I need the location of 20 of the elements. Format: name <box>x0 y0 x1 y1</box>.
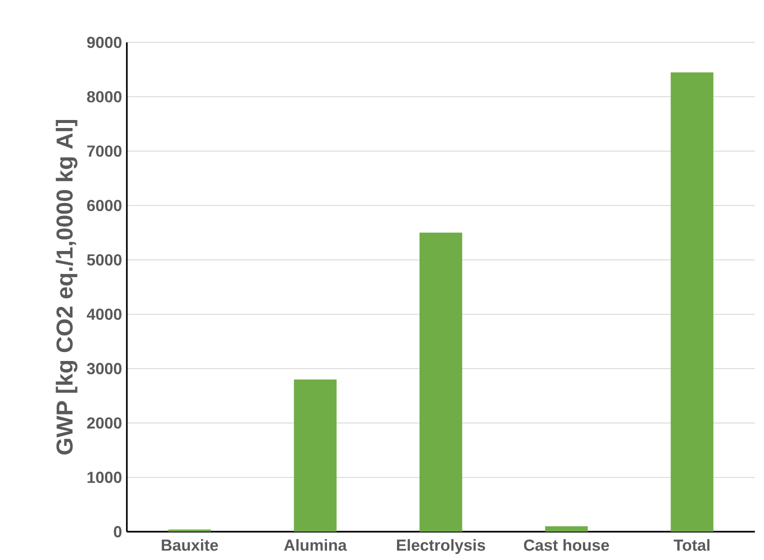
y-tick-label: 7000 <box>87 145 122 157</box>
x-tick-label: Electrolysis <box>397 539 486 554</box>
bar <box>545 526 588 532</box>
y-tick-label: 9000 <box>87 36 122 48</box>
y-tick-label: 6000 <box>87 200 122 212</box>
y-tick-label: 5000 <box>87 254 122 266</box>
y-axis-title: GWP [kg CO2 eq./1,0000 kg Al] <box>56 120 78 454</box>
x-tick-label: Total <box>674 539 710 551</box>
y-tick-label: 2000 <box>87 417 122 429</box>
y-tick-label: 3000 <box>86 362 122 374</box>
y-tick-label: 1000 <box>88 472 122 483</box>
y-tick-label: 8000 <box>87 91 122 102</box>
y-tick-label: 0 <box>114 526 122 538</box>
bar <box>670 72 714 532</box>
bar <box>420 232 462 532</box>
x-tick-label: Bauxite <box>162 539 218 551</box>
x-tick-label: Cast house <box>524 539 609 551</box>
y-tick-label: 4000 <box>86 308 122 320</box>
x-tick-label: Alumina <box>284 539 347 551</box>
bar <box>294 379 337 532</box>
